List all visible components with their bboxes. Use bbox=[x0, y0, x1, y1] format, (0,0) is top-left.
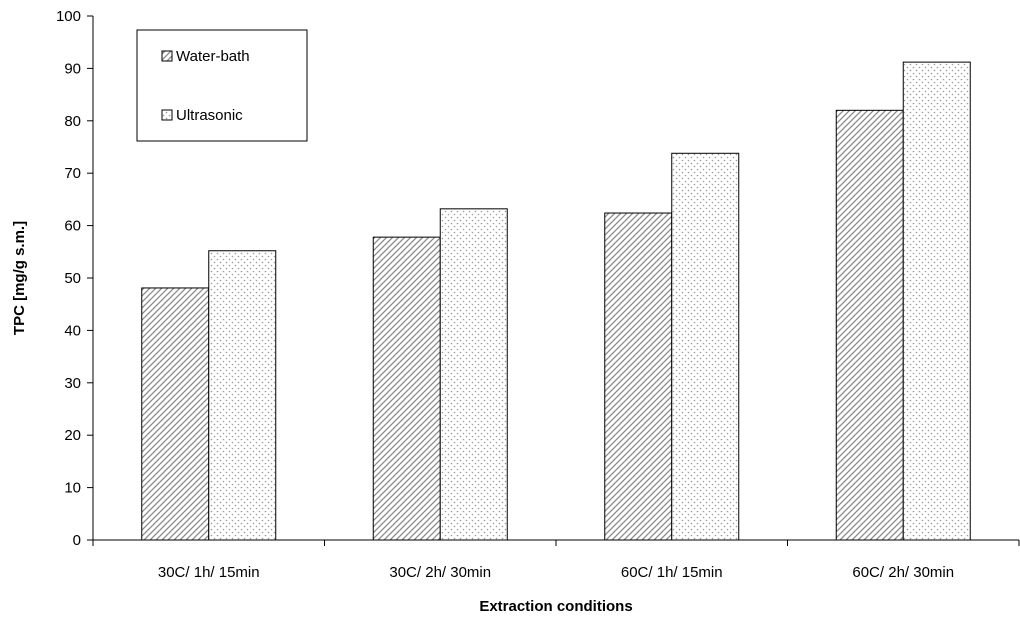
bar-ultrasonic-60c-2h-30min bbox=[902, 61, 971, 541]
y-axis-title: TPC [mg/g s.m.] bbox=[11, 221, 28, 335]
x-tick-label: 60C/ 1h/ 15min bbox=[621, 564, 723, 581]
y-tick-label: 70 bbox=[64, 165, 81, 182]
bar-ultrasonic-30c-1h-15min bbox=[208, 250, 277, 541]
x-tick-label: 30C/ 1h/ 15min bbox=[158, 564, 260, 581]
x-axis-title: Extraction conditions bbox=[479, 598, 632, 615]
x-tick-label: 60C/ 2h/ 30min bbox=[852, 564, 954, 581]
bar-water-bath-60c-1h-15min bbox=[604, 212, 673, 541]
y-tick-label: 50 bbox=[64, 270, 81, 287]
legend-label-water-bath: Water-bath bbox=[176, 48, 250, 65]
bars-group bbox=[141, 61, 971, 541]
y-tick-label: 30 bbox=[64, 375, 81, 392]
legend-swatch-water-bath bbox=[161, 50, 173, 62]
bar-water-bath-30c-1h-15min bbox=[141, 287, 210, 541]
x-tick-label: 30C/ 2h/ 30min bbox=[389, 564, 491, 581]
y-tick-label: 90 bbox=[64, 60, 81, 77]
legend-label-ultrasonic: Ultrasonic bbox=[176, 107, 243, 124]
y-tick-label: 80 bbox=[64, 113, 81, 130]
y-tick-label: 20 bbox=[64, 427, 81, 444]
legend-box bbox=[136, 29, 308, 142]
y-tick-label: 0 bbox=[73, 532, 81, 549]
y-tick-label: 60 bbox=[64, 218, 81, 235]
bar-water-bath-60c-2h-30min bbox=[835, 109, 904, 541]
x-axis-ticks: 30C/ 1h/ 15min 30C/ 2h/ 30min 60C/ 1h/ 15m… bbox=[92, 540, 1020, 581]
y-tick-label: 40 bbox=[64, 322, 81, 339]
legend-swatch-ultrasonic bbox=[161, 109, 173, 121]
y-axis-ticks: 0 10 20 30 40 50 60 70 80 90 100 bbox=[56, 8, 93, 549]
bar-ultrasonic-30c-2h-30min bbox=[439, 208, 508, 541]
bar-ultrasonic-60c-1h-15min bbox=[671, 152, 740, 541]
y-tick-label: 100 bbox=[56, 8, 81, 25]
bar-water-bath-30c-2h-30min bbox=[372, 236, 441, 541]
y-tick-label: 10 bbox=[64, 480, 81, 497]
legend: Water-bath Ultrasonic bbox=[136, 29, 308, 142]
